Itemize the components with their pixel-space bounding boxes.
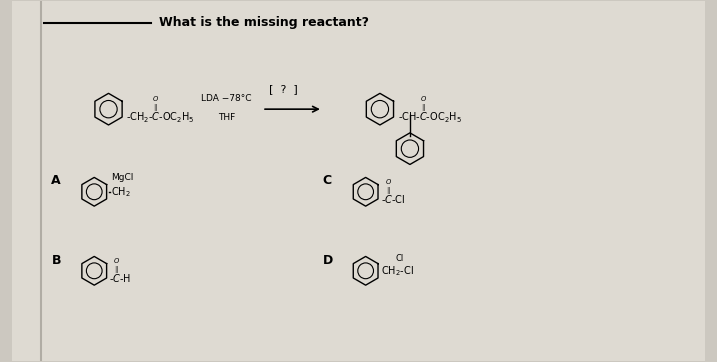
Text: B: B <box>52 253 61 266</box>
Text: A: A <box>52 174 61 188</box>
Text: -$\overset{O}{\overset{\|}{C}}$-H: -$\overset{O}{\overset{\|}{C}}$-H <box>108 256 130 285</box>
FancyBboxPatch shape <box>12 1 705 361</box>
Text: -CH-$\overset{O}{\overset{\|}{C}}$-OC$_2$H$_5$: -CH-$\overset{O}{\overset{\|}{C}}$-OC$_2… <box>398 94 462 125</box>
Text: [  ?  ]: [ ? ] <box>269 84 298 94</box>
Text: LDA −78°C: LDA −78°C <box>201 94 252 103</box>
Text: D: D <box>323 253 333 266</box>
Text: MgCl: MgCl <box>110 173 133 182</box>
Text: -CH$_2$-$\overset{O}{\overset{\|}{C}}$-OC$_2$H$_5$: -CH$_2$-$\overset{O}{\overset{\|}{C}}$-O… <box>126 94 195 125</box>
Text: What is the missing reactant?: What is the missing reactant? <box>158 16 369 29</box>
Text: Cl: Cl <box>396 254 404 263</box>
Text: $\mathregular{CH_2}$-Cl: $\mathregular{CH_2}$-Cl <box>381 264 414 278</box>
Text: -$\overset{O}{\overset{\|}{C}}$-Cl: -$\overset{O}{\overset{\|}{C}}$-Cl <box>381 177 406 206</box>
Text: $\mathregular{CH_2}$: $\mathregular{CH_2}$ <box>110 185 130 199</box>
Text: THF: THF <box>218 113 235 122</box>
Text: C: C <box>323 174 332 188</box>
